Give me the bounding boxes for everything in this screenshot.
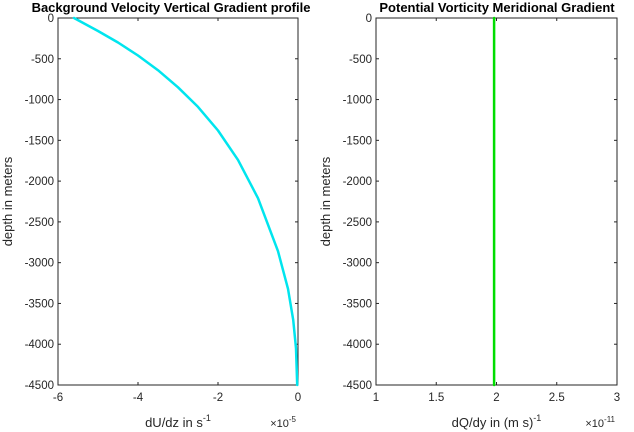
y-tick-label: -4000 bbox=[343, 339, 372, 351]
x-axis-label: dU/dz in s-1 bbox=[145, 413, 211, 430]
y-tick-label: -3000 bbox=[343, 258, 372, 270]
y-tick-label: -2000 bbox=[25, 176, 54, 188]
x-axis-label-main: dQ/dy in (m s) bbox=[452, 415, 534, 430]
x-tick-label: -2 bbox=[213, 392, 223, 404]
x-exponent-power: -11 bbox=[604, 415, 616, 424]
x-tick-label: 1 bbox=[373, 392, 379, 404]
x-tick-label: -6 bbox=[53, 392, 63, 404]
y-tick-label: -3500 bbox=[25, 298, 54, 310]
x-exponent-base: ×10 bbox=[270, 418, 289, 430]
x-exponent-label: ×10-5 bbox=[270, 415, 296, 430]
x-tick-label: 1.5 bbox=[428, 392, 444, 404]
x-tick-label: 3 bbox=[614, 392, 620, 404]
x-tick-label: 0 bbox=[295, 392, 301, 404]
x-axis-label: dQ/dy in (m s)-1 bbox=[452, 413, 542, 430]
x-tick-label: -4 bbox=[133, 392, 144, 404]
y-tick-label: -500 bbox=[349, 54, 372, 66]
y-tick-label: -1500 bbox=[343, 135, 372, 147]
x-axis-label-superscript: -1 bbox=[203, 413, 211, 423]
y-tick-label: 0 bbox=[48, 13, 54, 25]
y-tick-label: -3500 bbox=[343, 298, 372, 310]
x-exponent-power: -5 bbox=[289, 415, 297, 424]
y-axis-label: depth in meters bbox=[318, 156, 333, 246]
y-tick-label: -4500 bbox=[25, 380, 54, 392]
y-tick-label: -2000 bbox=[343, 176, 372, 188]
y-tick-label: -3000 bbox=[25, 258, 54, 270]
chart-title: Potential Vorticity Meridional Gradient bbox=[379, 0, 615, 15]
y-tick-label: -4500 bbox=[343, 380, 372, 392]
x-tick-label: 2 bbox=[493, 392, 499, 404]
x-axis-label-superscript: -1 bbox=[533, 413, 541, 423]
x-tick-label: 2.5 bbox=[549, 392, 565, 404]
x-exponent-label: ×10-11 bbox=[585, 415, 615, 430]
y-tick-label: -1000 bbox=[343, 95, 372, 107]
y-tick-label: -500 bbox=[31, 54, 54, 66]
chart-title: Background Velocity Vertical Gradient pr… bbox=[32, 0, 311, 15]
y-axis-label: depth in meters bbox=[0, 156, 15, 246]
chart-panel-2: 1 1.5 2 2.5 3 0 -500 -1000 -1500 -2000 -2500 -3000 -… bbox=[318, 0, 620, 430]
x-exponent-base: ×10 bbox=[585, 418, 604, 430]
y-tick-label: -2500 bbox=[343, 217, 372, 229]
y-tick-label: -1000 bbox=[25, 95, 54, 107]
chart-panel-1: -6 -4 -2 0 0 -500 -1000 -1500 -2000 -2500 -3000 -35… bbox=[0, 0, 310, 430]
y-tick-label: 0 bbox=[366, 13, 372, 25]
y-tick-label: -1500 bbox=[25, 135, 54, 147]
axes-box bbox=[57, 17, 299, 386]
y-tick-label: -4000 bbox=[25, 339, 54, 351]
series-line bbox=[72, 16, 299, 387]
axes-box bbox=[375, 17, 618, 386]
x-axis-label-main: dU/dz in s bbox=[145, 415, 203, 430]
y-tick-label: -2500 bbox=[25, 217, 54, 229]
